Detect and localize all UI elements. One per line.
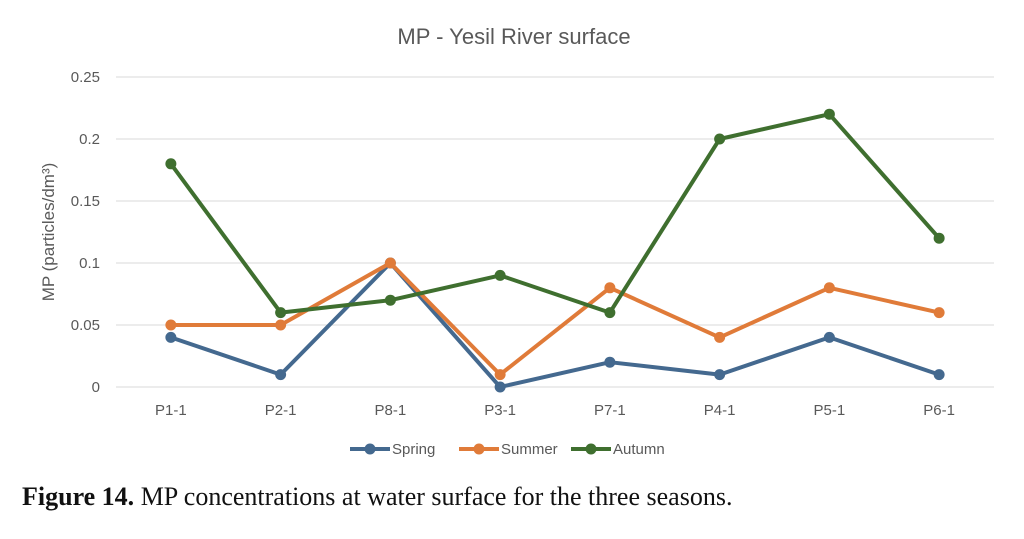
data-point-spring	[275, 369, 287, 381]
data-point-summer	[604, 282, 616, 294]
data-point-autumn	[714, 133, 726, 145]
data-point-spring	[714, 369, 726, 381]
figure-caption: Figure 14. MP concentrations at water su…	[22, 482, 1012, 512]
data-point-autumn	[275, 307, 287, 319]
data-point-autumn	[494, 269, 506, 281]
data-point-spring	[494, 381, 506, 393]
legend-marker-autumn	[585, 443, 597, 455]
y-tick-label: 0.25	[71, 69, 100, 86]
y-axis-ticks: 0 0.05 0.1 0.15 0.2 0.25	[71, 69, 100, 396]
legend-marker-summer	[473, 443, 485, 455]
data-point-autumn	[933, 232, 945, 244]
series-line-summer	[170, 261, 940, 377]
x-axis-ticks: P1-1 P2-1 P8-1 P3-1 P7-1 P4-1 P5-1 P6-1	[155, 402, 955, 419]
y-axis-label: MP (particles/dm³)	[39, 163, 58, 302]
x-tick-label: P4-1	[704, 402, 736, 419]
x-tick-label: P5-1	[814, 402, 846, 419]
y-tick-label: 0.05	[71, 317, 100, 334]
x-tick-label: P7-1	[594, 402, 626, 419]
caption-label: Figure 14.	[22, 482, 135, 511]
legend-marker-spring	[364, 443, 376, 455]
y-tick-label: 0.15	[71, 193, 100, 210]
data-point-summer	[714, 331, 726, 343]
legend-label-spring: Spring	[392, 441, 435, 458]
data-point-spring	[165, 331, 177, 343]
y-tick-label: 0.2	[79, 131, 100, 148]
series-line-spring	[170, 261, 940, 389]
line-chart: MP - Yesil River surface 0 0.05 0.1 0.15 0.2…	[39, 24, 994, 458]
data-point-autumn	[165, 158, 177, 170]
series-line-autumn	[169, 112, 941, 315]
data-point-summer	[494, 369, 506, 381]
data-point-spring	[823, 331, 835, 343]
legend-label-autumn: Autumn	[613, 441, 665, 458]
y-tick-label: 0	[92, 379, 100, 396]
data-point-summer	[275, 319, 287, 331]
x-tick-label: P2-1	[265, 402, 297, 419]
legend: Spring Summer Autumn	[350, 441, 665, 458]
chart-title: MP - Yesil River surface	[397, 24, 630, 49]
data-point-summer	[933, 307, 945, 319]
data-point-spring	[933, 369, 945, 381]
data-point-summer	[165, 319, 177, 331]
x-tick-label: P3-1	[484, 402, 516, 419]
data-point-spring	[604, 356, 616, 368]
data-point-summer	[823, 282, 835, 294]
gridlines	[116, 76, 994, 388]
series-lines	[165, 108, 945, 393]
caption-text: MP concentrations at water surface for t…	[134, 482, 733, 511]
data-point-autumn	[823, 108, 835, 120]
y-tick-label: 0.1	[79, 255, 100, 272]
data-point-autumn	[384, 294, 396, 306]
data-point-summer	[384, 257, 396, 269]
data-point-autumn	[604, 307, 616, 319]
legend-label-summer: Summer	[501, 441, 558, 458]
x-tick-label: P1-1	[155, 402, 187, 419]
x-tick-label: P8-1	[375, 402, 407, 419]
x-tick-label: P6-1	[923, 402, 955, 419]
